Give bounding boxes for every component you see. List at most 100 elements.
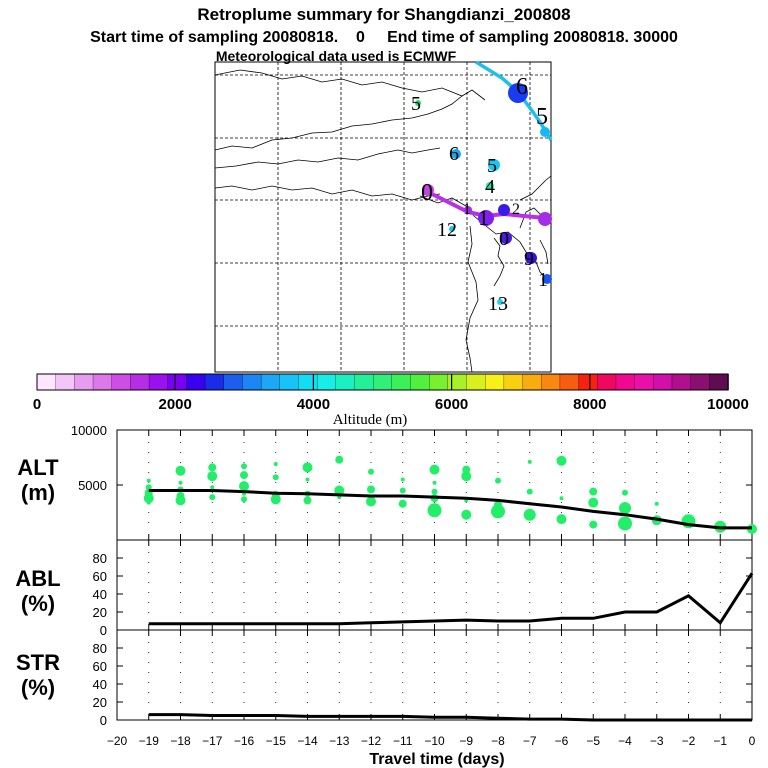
x-tick-label: −7 [523, 734, 537, 748]
colorbar-tick-label: 10000 [707, 396, 749, 413]
colorbar: 0 2000 4000 6000 8000 10000 Altitude (m) [33, 373, 749, 428]
colorbar-cell [36, 373, 57, 391]
str-x-grid [148, 630, 721, 720]
x-tick-label: −6 [555, 734, 569, 748]
colorbar-cell [503, 373, 524, 391]
map-marker [508, 83, 528, 103]
y-tick-label: 80 [93, 641, 107, 656]
colorbar-cell [148, 373, 169, 391]
map-marker [486, 182, 494, 190]
alt-point [175, 465, 186, 476]
alt-point [305, 477, 310, 482]
alt-ylabel-unit: (m) [21, 480, 55, 505]
map-label: 0 [499, 228, 509, 250]
x-tick-label: −14 [297, 734, 318, 748]
map-label: 4 [485, 176, 495, 198]
colorbar-cell [130, 373, 150, 391]
y-tick-label: 5000 [78, 478, 107, 493]
title-line3: Meteorological data used is ECMWF [216, 48, 457, 64]
alt-point [527, 459, 532, 464]
alt-point [429, 464, 440, 475]
alt-x-grid [148, 430, 721, 540]
x-tick-label: −3 [650, 734, 664, 748]
colorbar-tick-label: 2000 [159, 396, 192, 413]
colorbar-cell [485, 373, 505, 391]
alt-point [462, 465, 471, 474]
abl-ylabel: ABL [15, 566, 60, 591]
colorbar-cell [690, 373, 711, 391]
map-marker [464, 206, 472, 214]
colorbar-cell [634, 373, 655, 391]
colorbar-cell [354, 373, 374, 391]
map-marker [540, 127, 550, 137]
x-tick-label: −17 [202, 734, 223, 748]
map-label: 9 [524, 248, 534, 270]
colorbar-cell [373, 373, 393, 391]
map-label: 0 [421, 180, 433, 206]
alt-point [241, 463, 247, 470]
str-panel: STR (%) 0 20 40 60 80 [16, 629, 753, 728]
alt-points [143, 455, 757, 534]
map-label: 5 [411, 93, 421, 115]
map-label: 6 [516, 74, 528, 100]
x-tick-label: −20 [107, 734, 128, 748]
alt-point [178, 480, 183, 485]
map-marker [538, 212, 552, 226]
alt-point [523, 508, 536, 521]
alt-point [366, 496, 376, 507]
map-label: 2 [512, 201, 520, 218]
colorbar-tick-label: 4000 [297, 396, 330, 413]
map-label: 1 [463, 201, 471, 218]
title-line2: Start time of sampling 20080818. 0 End t… [90, 29, 678, 46]
alt-point [618, 516, 632, 531]
alt-point [619, 502, 631, 515]
colorbar-cell [167, 373, 188, 391]
alt-point [427, 503, 442, 518]
alt-point [272, 474, 279, 481]
map-frame [214, 61, 552, 373]
map-marker [488, 159, 500, 171]
y-tick-label: 10000 [71, 423, 107, 438]
colorbar-cell [186, 373, 206, 391]
colorbar-cell [223, 373, 244, 391]
colorbar-cell [204, 373, 225, 391]
alt-point [207, 471, 218, 482]
alt-point [399, 487, 406, 494]
map-label: 5 [487, 155, 497, 177]
alt-point [398, 499, 407, 508]
map-label: 1 [538, 269, 548, 291]
x-tick-label: 0 [749, 734, 756, 748]
x-tick-label: −1 [713, 734, 727, 748]
x-tick-label: −16 [234, 734, 255, 748]
abl-ylabel-unit: (%) [21, 591, 55, 616]
map-marker [449, 226, 455, 232]
colorbar-cell [55, 373, 76, 391]
abl-x-grid [148, 540, 721, 630]
map-grid [215, 62, 551, 372]
x-tick-label: −9 [459, 734, 473, 748]
colorbar-cell [298, 373, 318, 391]
colorbar-tick-labels: 0 2000 4000 6000 8000 10000 [33, 396, 749, 413]
map-marker [478, 210, 494, 226]
colorbar-cell [279, 373, 300, 391]
alt-point [400, 477, 405, 482]
y-tick-label: 60 [93, 659, 107, 674]
str-line [148, 713, 752, 722]
x-tick-label: −11 [393, 734, 413, 748]
alt-point [146, 500, 151, 505]
alt-point [461, 471, 472, 482]
x-tick-label: −8 [491, 734, 505, 748]
map-marker [500, 232, 512, 244]
title-line1: Retroplume summary for Shangdianzi_20080… [197, 5, 570, 24]
colorbar-cell [709, 373, 729, 391]
map-marker [415, 100, 421, 106]
map-label: 12 [437, 219, 457, 241]
alt-point [273, 462, 278, 467]
alt-point [209, 494, 216, 501]
alt-point [367, 485, 375, 494]
y-tick-label: 20 [93, 695, 107, 710]
map-label: 5 [536, 104, 548, 130]
alt-point [208, 463, 217, 472]
alt-point [589, 487, 598, 496]
map-marker [497, 299, 503, 305]
